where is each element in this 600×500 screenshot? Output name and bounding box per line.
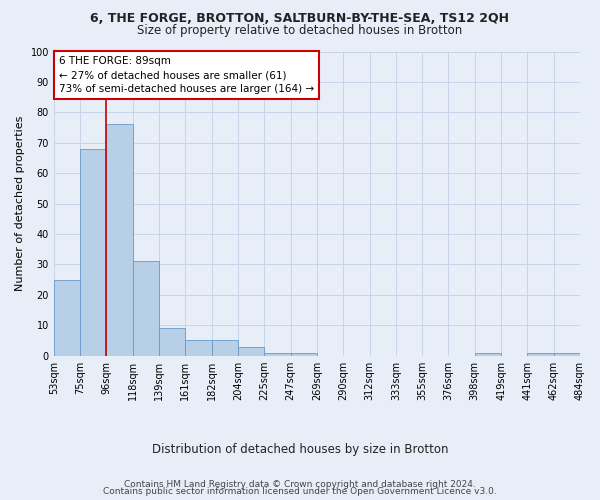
Text: 6, THE FORGE, BROTTON, SALTBURN-BY-THE-SEA, TS12 2QH: 6, THE FORGE, BROTTON, SALTBURN-BY-THE-S… <box>91 12 509 26</box>
Bar <box>212 340 238 355</box>
Title: 6, THE FORGE, BROTTON, SALTBURN-BY-THE-SEA, TS12 2QH
Size of property relative t: 6, THE FORGE, BROTTON, SALTBURN-BY-THE-S… <box>0 499 1 500</box>
Text: 6 THE FORGE: 89sqm
← 27% of detached houses are smaller (61)
73% of semi-detache: 6 THE FORGE: 89sqm ← 27% of detached hou… <box>59 56 314 94</box>
Bar <box>475 352 501 356</box>
Bar <box>290 352 317 356</box>
Text: Distribution of detached houses by size in Brotton: Distribution of detached houses by size … <box>152 442 448 456</box>
Bar <box>80 149 106 356</box>
Text: Contains HM Land Registry data © Crown copyright and database right 2024.: Contains HM Land Registry data © Crown c… <box>124 480 476 489</box>
Bar <box>54 280 80 355</box>
Bar <box>159 328 185 355</box>
Bar <box>554 352 580 356</box>
Bar <box>264 352 290 356</box>
Text: Size of property relative to detached houses in Brotton: Size of property relative to detached ho… <box>137 24 463 37</box>
Y-axis label: Number of detached properties: Number of detached properties <box>15 116 25 292</box>
Bar <box>133 262 159 356</box>
Bar <box>185 340 212 355</box>
Bar <box>106 124 133 356</box>
Bar <box>527 352 554 356</box>
Text: Contains public sector information licensed under the Open Government Licence v3: Contains public sector information licen… <box>103 488 497 496</box>
Bar <box>238 346 264 356</box>
